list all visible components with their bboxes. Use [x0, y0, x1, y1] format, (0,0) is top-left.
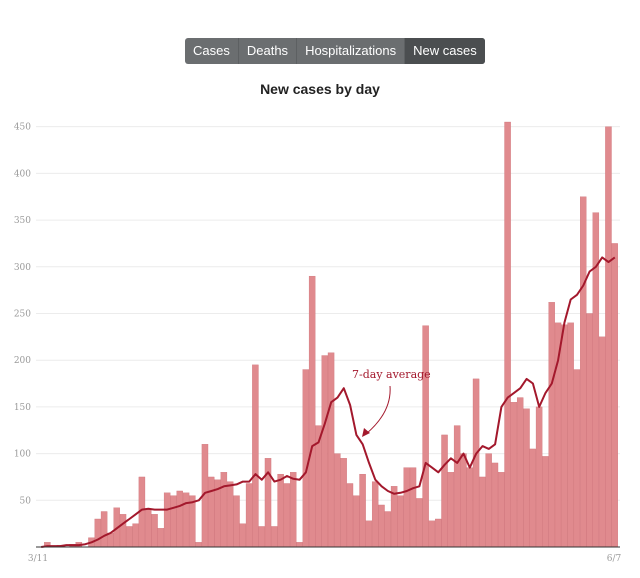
bar — [535, 406, 543, 548]
bar — [308, 275, 316, 548]
bar — [529, 448, 536, 548]
bar — [416, 498, 423, 548]
y-tick-label: 100 — [14, 450, 31, 460]
bar — [100, 511, 108, 548]
bar — [321, 355, 328, 548]
y-tick-label: 400 — [14, 169, 31, 179]
y-tick-label: 200 — [14, 356, 31, 366]
bar — [258, 526, 265, 548]
bar — [119, 514, 127, 548]
bar — [453, 425, 461, 548]
y-tick-label: 450 — [14, 123, 31, 133]
bar — [157, 528, 165, 548]
bar — [277, 473, 284, 548]
bar — [573, 369, 581, 548]
bar — [403, 467, 410, 548]
bar — [397, 495, 404, 548]
y-tick-label: 250 — [14, 309, 31, 319]
tab-new-cases[interactable]: New cases — [405, 38, 485, 64]
bar — [580, 196, 587, 548]
bar — [548, 302, 555, 548]
bar — [605, 126, 612, 548]
bar — [359, 473, 366, 548]
bar — [353, 495, 360, 548]
bar — [346, 483, 354, 548]
bar — [409, 467, 417, 548]
y-tick-label: 350 — [14, 216, 31, 226]
bar — [271, 526, 278, 548]
bar — [176, 490, 183, 548]
y-tick-label: 150 — [14, 403, 31, 413]
bars — [44, 121, 618, 548]
bar — [435, 518, 442, 548]
bar — [163, 492, 171, 548]
tab-hospitalizations[interactable]: Hospitalizations — [297, 38, 406, 64]
bar — [498, 472, 505, 548]
bar — [252, 364, 259, 548]
annotation-label: 7-day average — [352, 368, 431, 381]
bar — [151, 514, 158, 548]
bar — [384, 511, 391, 548]
bar — [611, 243, 618, 548]
y-tick-label: 300 — [14, 263, 31, 273]
bar — [145, 509, 152, 548]
bar — [422, 325, 429, 548]
bar — [447, 472, 455, 548]
bar — [302, 369, 310, 548]
bar — [239, 523, 246, 548]
bar — [523, 408, 530, 548]
bar — [220, 472, 228, 548]
x-tick-label: 3/11 — [28, 554, 48, 564]
bar — [441, 434, 448, 548]
average-line — [41, 256, 616, 548]
bar — [365, 520, 373, 548]
bar — [460, 453, 467, 548]
bar — [283, 483, 291, 548]
bar — [472, 378, 480, 548]
bar — [428, 520, 436, 548]
bar — [170, 495, 177, 548]
bar — [371, 481, 379, 548]
bar — [491, 462, 499, 548]
average-line-group — [41, 256, 616, 548]
bar — [510, 402, 518, 548]
annotation-arrowhead — [362, 428, 370, 437]
bar — [245, 483, 253, 548]
bar — [296, 542, 303, 548]
bar — [334, 453, 341, 548]
bar — [107, 532, 114, 548]
y-tick-label: 50 — [20, 496, 32, 506]
bar — [466, 467, 473, 548]
annotation-arrow — [365, 385, 391, 435]
x-tick-label: 6/7 — [607, 554, 622, 564]
bar — [195, 542, 202, 548]
bar — [598, 336, 606, 548]
bar — [233, 495, 240, 548]
chart-tabs: Cases Deaths Hospitalizations New cases — [185, 38, 485, 64]
bar — [290, 472, 297, 548]
bar — [378, 504, 385, 548]
chart-title: New cases by day — [260, 81, 380, 97]
bar — [479, 476, 486, 548]
bar — [208, 476, 215, 548]
bar — [586, 313, 593, 548]
bar — [485, 453, 492, 548]
y-axis-ticks: 50 100 150 200 250 300 350 400 450 — [14, 123, 31, 507]
bar — [504, 121, 511, 548]
bar — [132, 523, 139, 548]
bar — [390, 486, 398, 548]
bar — [340, 458, 347, 548]
bar — [327, 352, 335, 548]
bar — [561, 324, 568, 548]
bar — [126, 526, 133, 548]
bar — [516, 397, 524, 548]
tab-cases[interactable]: Cases — [185, 38, 239, 64]
tab-deaths[interactable]: Deaths — [239, 38, 298, 64]
bar — [94, 518, 101, 548]
bar — [542, 456, 549, 548]
bar — [226, 481, 234, 548]
bar — [567, 322, 574, 548]
bar — [182, 492, 190, 548]
